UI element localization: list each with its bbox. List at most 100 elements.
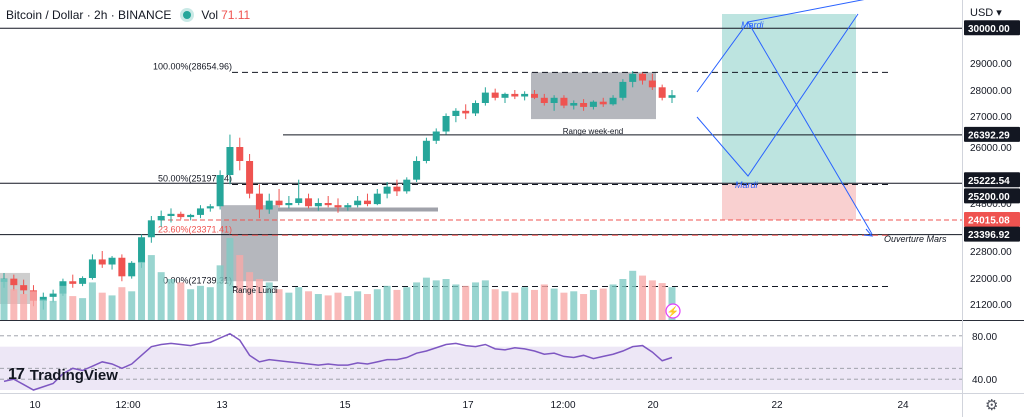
- volume-bar-61: [599, 288, 607, 320]
- price-badge-bg-2: [964, 172, 1020, 188]
- volume-bar-35: [344, 296, 352, 320]
- volume-bar-52: [511, 292, 519, 320]
- candle-body-43: [422, 140, 430, 161]
- price-badge-bg-0: [964, 20, 1020, 36]
- annotation-ouverture-mars: Ouverture Mars: [884, 234, 947, 244]
- candle-body-50: [491, 92, 499, 98]
- candle-body-16: [157, 216, 165, 221]
- volume-bar-57: [560, 292, 568, 320]
- fib-label-2: 23.60%(23371.41): [158, 224, 232, 234]
- volume-bar-28: [275, 289, 283, 320]
- projection-down-path: [747, 21, 873, 235]
- volume-bar-6: [59, 285, 67, 320]
- volume-bar-5: [49, 300, 57, 320]
- candle-body-22: [216, 175, 224, 207]
- tradingview-logo[interactable]: 17 TradingView: [8, 366, 118, 384]
- candle-body-34: [334, 205, 342, 208]
- volume-bar-30: [295, 287, 303, 320]
- range-box-weekend: [531, 72, 656, 120]
- lightning-icon[interactable]: ⚡: [665, 303, 681, 319]
- candle-body-58: [570, 103, 578, 106]
- price-badge-3: 25200.00: [968, 192, 1010, 203]
- candle-body-32: [314, 203, 322, 207]
- price-badge-bg-4: [964, 212, 1020, 228]
- volume-bar-55: [540, 284, 548, 320]
- candle-body-38: [373, 193, 381, 205]
- time-tick-0: 10: [29, 400, 41, 411]
- volume-bar-1: [10, 289, 18, 320]
- volume-bar-4: [39, 299, 47, 320]
- candle-body-4: [39, 296, 47, 301]
- volume-bar-17: [167, 279, 175, 320]
- price-tick-8: 21200.00: [970, 300, 1012, 311]
- price-badge-bg-1: [964, 126, 1020, 142]
- price-tick-1: 28000.00: [970, 86, 1012, 97]
- candle-body-66: [648, 80, 656, 88]
- candle-body-1: [10, 278, 18, 286]
- gear-icon[interactable]: ⚙: [985, 397, 999, 414]
- candle-body-14: [138, 237, 146, 263]
- time-tick-1: 12:00: [115, 400, 140, 411]
- time-tick-8: 24: [897, 400, 909, 411]
- price-badge-bg-3: [964, 188, 1020, 204]
- candle-body-5: [49, 293, 57, 297]
- volume-bar-8: [79, 298, 87, 320]
- volume-bar-56: [550, 288, 558, 320]
- candle-body-27: [265, 200, 273, 210]
- candle-body-56: [550, 97, 558, 103]
- volume-bar-58: [570, 291, 578, 320]
- projection-arrow-head: [863, 228, 874, 237]
- range-bar-lundi: [278, 207, 438, 212]
- candle-body-62: [609, 97, 617, 105]
- volume-bar-50: [491, 289, 499, 320]
- currency-selector[interactable]: USD ▾: [970, 7, 1002, 19]
- projection-zigzag-path: [696, 13, 859, 177]
- candle-body-26: [255, 193, 263, 210]
- candle-body-13: [128, 262, 136, 277]
- candle-body-63: [619, 81, 627, 98]
- candle-body-55: [540, 97, 548, 103]
- candle-body-18: [177, 213, 185, 218]
- volume-bar-47: [462, 285, 470, 320]
- volume-bar-27: [265, 282, 273, 320]
- volume-bar-64: [629, 270, 637, 320]
- candle-body-68: [668, 95, 676, 98]
- candle-body-40: [393, 186, 401, 192]
- volume-bar-54: [530, 289, 538, 320]
- candle-body-15: [147, 220, 155, 238]
- volume-bar-12: [118, 287, 126, 320]
- volume-bar-10: [98, 292, 106, 320]
- volume-bar-13: [128, 291, 136, 320]
- price-badge-5: 23396.92: [968, 230, 1010, 241]
- volume-bar-44: [432, 280, 440, 320]
- candle-body-20: [196, 208, 204, 215]
- volume-bar-22: [216, 265, 224, 320]
- volume-bar-18: [177, 282, 185, 320]
- volume-bar-39: [383, 285, 391, 320]
- candle-body-21: [206, 206, 214, 209]
- volume-bar-53: [521, 287, 529, 320]
- volume-bar-51: [501, 291, 509, 320]
- price-badge-4: 24015.08: [968, 216, 1010, 227]
- volume-bar-60: [589, 289, 597, 320]
- volume-bar-46: [452, 284, 460, 320]
- price-tick-2: 27000.00: [970, 112, 1012, 123]
- volume-bar-20: [196, 285, 204, 320]
- candle-body-60: [589, 101, 597, 107]
- volume-bar-66: [648, 280, 656, 320]
- price-tick-3: 26000.00: [970, 143, 1012, 154]
- candle-body-19: [187, 214, 195, 218]
- volume-bar-38: [373, 289, 381, 320]
- volume-bar-26: [255, 279, 263, 320]
- logo-text: TradingView: [29, 366, 118, 384]
- volume-bar-43: [422, 277, 430, 320]
- candle-body-36: [354, 200, 362, 206]
- volume-bar-42: [413, 282, 421, 320]
- symbol-header: Bitcoin / Dollar · 2h · BINANCE Vol 71.1…: [6, 6, 250, 24]
- symbol-title[interactable]: Bitcoin / Dollar · 2h · BINANCE: [6, 8, 172, 22]
- candle-body-54: [530, 93, 538, 98]
- candle-body-52: [511, 93, 519, 97]
- candle-body-61: [599, 101, 607, 105]
- volume-bar-36: [354, 291, 362, 320]
